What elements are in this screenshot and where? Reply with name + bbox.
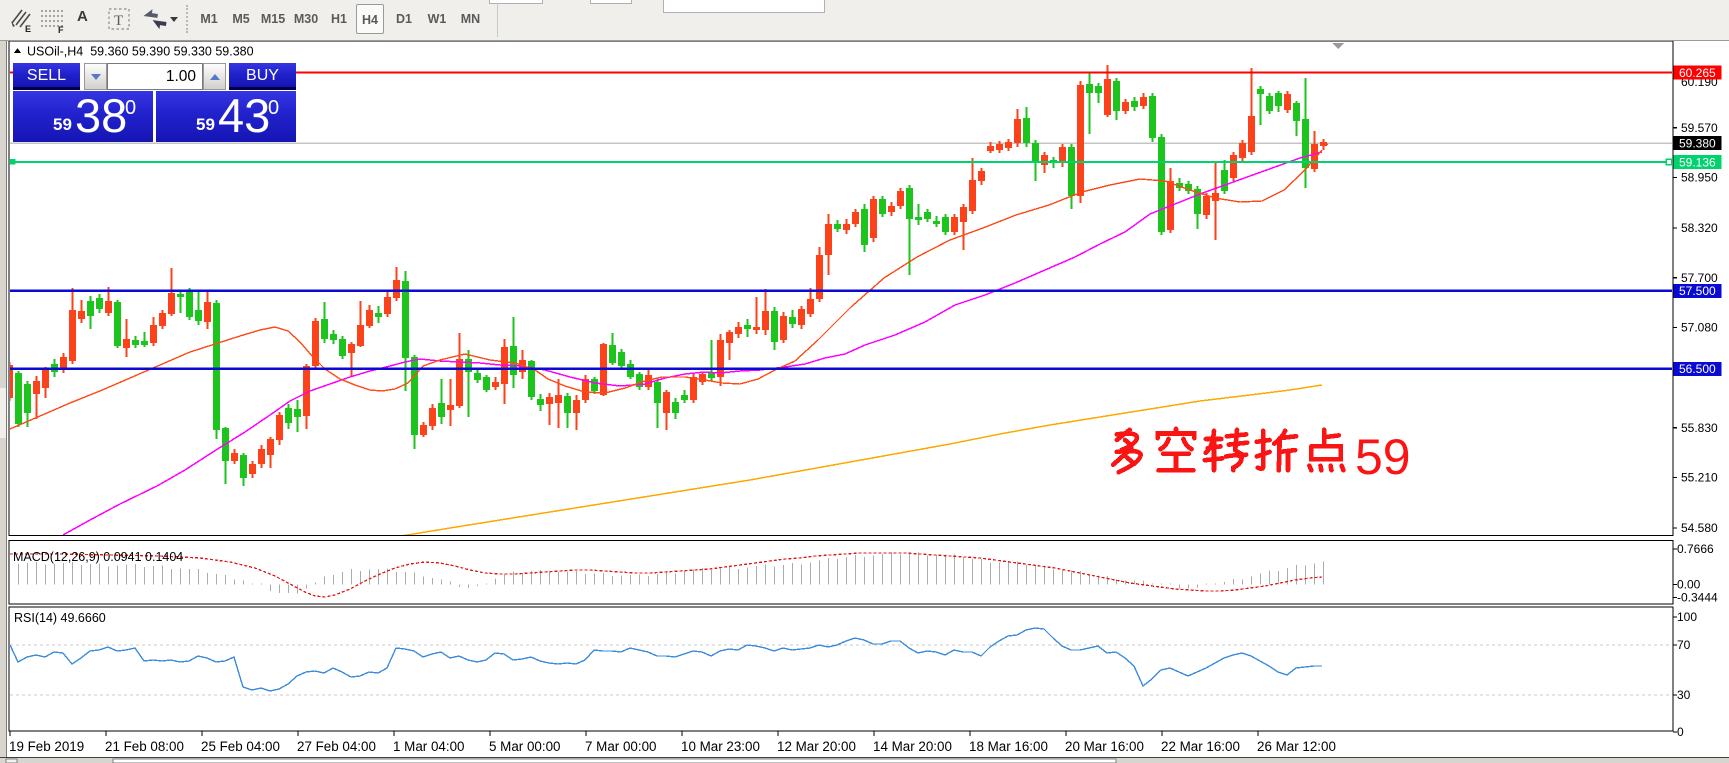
svg-text:55.210: 55.210 [1681, 471, 1718, 485]
svg-text:19 Feb 2019: 19 Feb 2019 [9, 739, 84, 754]
svg-text:55.830: 55.830 [1681, 421, 1718, 435]
svg-text:59.570: 59.570 [1681, 121, 1718, 135]
svg-text:5 Mar 00:00: 5 Mar 00:00 [489, 739, 560, 754]
svg-text:100: 100 [1677, 610, 1697, 624]
svg-text:59.380: 59.380 [1679, 137, 1716, 151]
svg-text:60.265: 60.265 [1679, 66, 1716, 80]
svg-text:T: T [114, 13, 123, 29]
svg-text:25 Feb 04:00: 25 Feb 04:00 [201, 739, 280, 754]
svg-text:10 Mar 23:00: 10 Mar 23:00 [681, 739, 760, 754]
svg-text:-0.3444: -0.3444 [1677, 591, 1718, 605]
svg-text:0.00: 0.00 [1677, 578, 1701, 592]
svg-text:14 Mar 20:00: 14 Mar 20:00 [873, 739, 952, 754]
svg-text:0: 0 [1677, 725, 1684, 739]
svg-text:70: 70 [1677, 638, 1691, 652]
svg-text:1 Mar 04:00: 1 Mar 04:00 [393, 739, 464, 754]
svg-text:20 Mar 16:00: 20 Mar 16:00 [1065, 739, 1144, 754]
svg-text:F: F [58, 25, 64, 33]
svg-text:22 Mar 16:00: 22 Mar 16:00 [1161, 739, 1240, 754]
svg-text:58.950: 58.950 [1681, 171, 1718, 185]
svg-text:57.500: 57.500 [1679, 284, 1716, 298]
svg-text:56.500: 56.500 [1679, 362, 1716, 376]
svg-text:26 Mar 12:00: 26 Mar 12:00 [1257, 739, 1336, 754]
svg-text:30: 30 [1677, 688, 1691, 702]
svg-text:E: E [25, 24, 31, 33]
svg-text:7 Mar 00:00: 7 Mar 00:00 [585, 739, 656, 754]
svg-text:12 Mar 20:00: 12 Mar 20:00 [777, 739, 856, 754]
svg-text:57.700: 57.700 [1681, 271, 1718, 285]
svg-text:59: 59 [1355, 429, 1411, 485]
svg-text:USOil-,H4 59.360 59.390 59.33: USOil-,H4 59.360 59.390 59.330 59.380 [27, 45, 254, 59]
svg-text:57.080: 57.080 [1681, 321, 1718, 335]
svg-text:59.136: 59.136 [1679, 155, 1716, 169]
svg-text:54.580: 54.580 [1681, 521, 1718, 535]
svg-text:18 Mar 16:00: 18 Mar 16:00 [969, 739, 1048, 754]
svg-text:MACD(12,26,9) 0.0941 0.1404: MACD(12,26,9) 0.0941 0.1404 [13, 550, 183, 564]
svg-text:27 Feb 04:00: 27 Feb 04:00 [297, 739, 376, 754]
svg-text:21 Feb 08:00: 21 Feb 08:00 [105, 739, 184, 754]
svg-text:0.7666: 0.7666 [1677, 542, 1714, 556]
svg-text:58.320: 58.320 [1681, 221, 1718, 235]
svg-text:RSI(14) 49.6660: RSI(14) 49.6660 [14, 611, 106, 625]
